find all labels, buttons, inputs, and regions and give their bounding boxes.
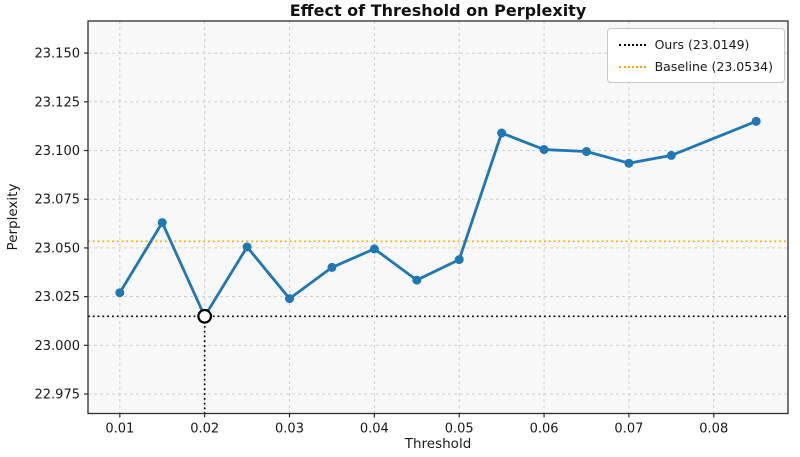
legend-label-ours: Ours (23.0149) [654, 37, 750, 52]
x-tick-label: 0.04 [360, 422, 389, 437]
baseline-dotted-line-sample [618, 65, 646, 68]
x-tick-label: 0.01 [105, 422, 134, 437]
y-tick-label: 23.025 [35, 290, 81, 305]
y-tick-label: 23.125 [35, 95, 81, 110]
data-point [539, 145, 549, 155]
data-point [369, 244, 379, 254]
data-point [115, 288, 125, 298]
plot-background [88, 21, 788, 414]
x-tick-label: 0.03 [275, 422, 304, 437]
x-tick-label: 0.02 [190, 422, 219, 437]
data-point [242, 242, 252, 252]
y-tick-label: 23.000 [35, 339, 81, 354]
y-tick-label: 23.050 [35, 241, 81, 256]
x-axis-label: Threshold [404, 436, 472, 452]
axes-spines [87, 20, 789, 415]
highlight-point-open-circle [197, 308, 213, 324]
x-tick-label: 0.07 [614, 422, 643, 437]
data-point [454, 255, 464, 265]
legend-label-baseline: Baseline (23.0534) [654, 59, 773, 74]
x-tick-label: 0.05 [445, 422, 474, 437]
data-point [624, 158, 634, 168]
data-point [157, 218, 167, 228]
y-tick-label: 23.100 [35, 144, 81, 159]
x-tick-label: 0.06 [530, 422, 559, 437]
y-tick-label: 23.075 [35, 193, 81, 208]
y-tick-label: 22.975 [35, 388, 81, 403]
chart-title: Effect of Threshold on Perplexity [289, 1, 587, 20]
legend-item-baseline: Baseline (23.0534) [618, 59, 773, 74]
data-point [412, 275, 422, 285]
data-point [285, 294, 295, 304]
y-tick-label: 23.150 [35, 47, 81, 62]
legend: Ours (23.0149) Baseline (23.0534) [606, 28, 785, 83]
y-axis-label: Perplexity [5, 183, 21, 251]
data-point [497, 128, 507, 138]
data-point [751, 116, 761, 126]
data-point [327, 262, 337, 272]
ours-dotted-line-sample [618, 43, 646, 46]
legend-item-ours: Ours (23.0149) [618, 37, 773, 52]
x-tick-label: 0.08 [699, 422, 728, 437]
data-point [666, 150, 676, 160]
data-point [581, 147, 591, 157]
